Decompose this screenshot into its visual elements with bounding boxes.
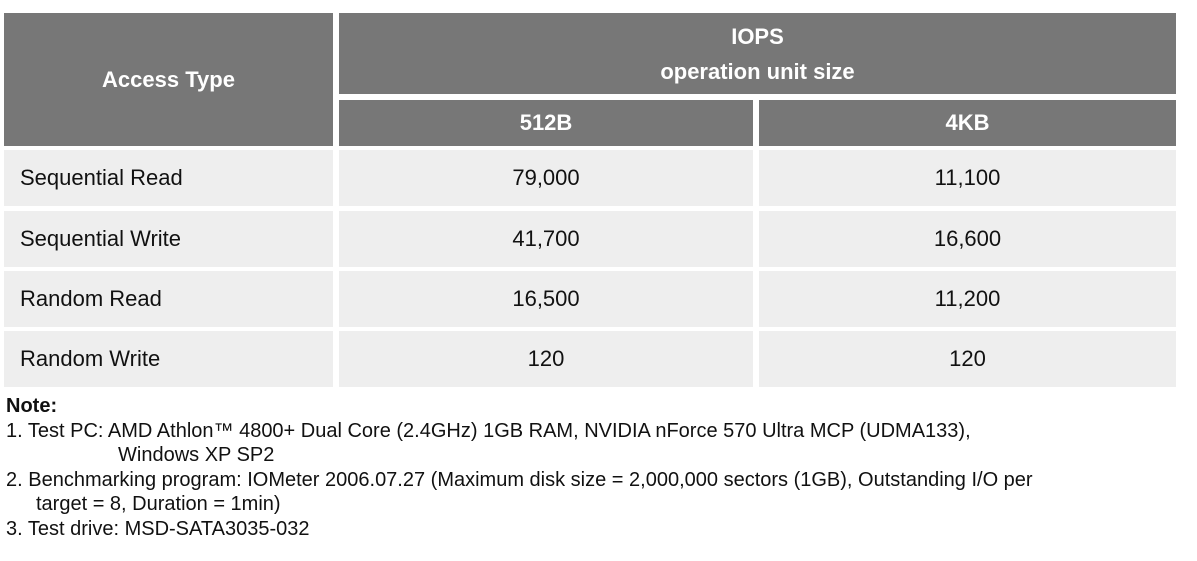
note-line-2-continued: target = 8, Duration = 1min) — [36, 493, 281, 515]
notes-title: Note: — [6, 395, 58, 417]
cell-512b-value: 16,500 — [512, 286, 580, 311]
cell-access-type: Sequential Read — [20, 165, 183, 190]
note-line-1: 1. Test PC: AMD Athlon™ 4800+ Dual Core … — [6, 419, 971, 442]
header-4kb: 4KB — [759, 100, 1176, 146]
cell-access-type: Random Read — [20, 286, 162, 311]
note-line-1-continued: Windows XP SP2 — [118, 444, 275, 466]
header-iops-subtitle: operation unit size — [660, 58, 855, 84]
header-512b-label: 512B — [519, 110, 573, 135]
cell-4kb-value: 120 — [949, 346, 986, 371]
cell-4kb-value: 16,600 — [933, 226, 1002, 251]
note-line-2: 2. Benchmarking program: IOMeter 2006.07… — [6, 468, 1033, 491]
table-row-type: Sequential Read — [4, 150, 333, 206]
table-row-512b: 41,700 — [339, 211, 753, 267]
cell-access-type: Sequential Write — [20, 226, 182, 251]
table-row-512b: 79,000 — [339, 150, 753, 206]
table-row-type: Random Write — [4, 331, 333, 387]
cell-4kb-value: 11,100 — [934, 165, 1001, 190]
table-row-512b: 120 — [339, 331, 753, 387]
header-iops-title: IOPS — [731, 23, 784, 49]
header-access-type: Access Type — [4, 13, 333, 146]
notes-section: Note: 1. Test PC: AMD Athlon™ 4800+ Dual… — [6, 394, 1191, 541]
table-row-4kb: 120 — [759, 331, 1176, 387]
table-row-4kb: 11,200 — [759, 271, 1176, 327]
cell-access-type: Random Write — [20, 346, 161, 371]
table-row-512b: 16,500 — [339, 271, 753, 327]
header-512b: 512B — [339, 100, 753, 146]
table-row-type: Sequential Write — [4, 211, 333, 267]
cell-4kb-value: 11,200 — [934, 286, 1001, 311]
header-4kb-label: 4KB — [945, 110, 990, 135]
header-access-type-label: Access Type — [102, 66, 235, 92]
table-row-4kb: 11,100 — [759, 150, 1176, 206]
header-iops: IOPS operation unit size — [339, 13, 1176, 94]
cell-512b-value: 120 — [527, 346, 565, 371]
note-line-3: 3. Test drive: MSD-SATA3035-032 — [6, 517, 310, 540]
cell-512b-value: 41,700 — [512, 226, 580, 251]
table-row-4kb: 16,600 — [759, 211, 1176, 267]
table-row-type: Random Read — [4, 271, 333, 327]
cell-512b-value: 79,000 — [512, 165, 580, 190]
